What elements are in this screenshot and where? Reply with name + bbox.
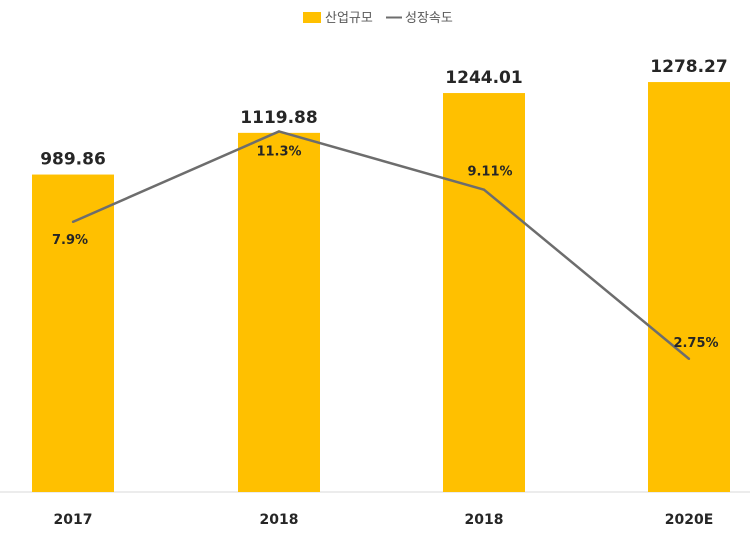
legend-label-bar: 산업규모	[325, 11, 373, 26]
bar-1	[238, 132, 320, 492]
growth-point-3	[687, 357, 691, 361]
growth-rate-label-2: 9.11%	[467, 165, 512, 180]
bar-value-label-1: 1119.88	[240, 108, 317, 128]
x-tick-label-0: 2017	[54, 512, 93, 528]
x-tick-label-3: 2020E	[665, 512, 714, 528]
growth-rate-label-0: 7.9%	[52, 233, 88, 248]
bar-value-label-3: 1278.27	[650, 57, 727, 77]
x-tick-label-2: 2018	[465, 512, 504, 528]
bars	[32, 82, 730, 493]
bar-value-labels: 989.86 1119.88 1244.01 1278.27	[40, 57, 728, 169]
growth-rate-label-1: 11.3%	[256, 144, 301, 159]
bar-0	[32, 174, 114, 493]
growth-rate-labels: 7.9% 11.3% 9.11% 2.75%	[52, 144, 719, 350]
growth-point-1	[277, 130, 281, 133]
growth-point-0	[71, 220, 75, 224]
legend: 산업규모 성장속도	[303, 11, 453, 26]
x-tick-label-1: 2018	[260, 512, 299, 528]
legend-label-line: 성장속도	[405, 11, 453, 26]
legend-swatch-bar	[303, 12, 321, 23]
bar-value-label-0: 989.86	[40, 150, 106, 170]
bar-2	[443, 93, 525, 492]
growth-rate-label-3: 2.75%	[673, 336, 718, 351]
bar-value-label-2: 1244.01	[445, 68, 522, 88]
bar-3	[648, 82, 730, 492]
x-axis-ticks: 2017 2018 2018 2020E	[54, 512, 714, 528]
growth-point-2	[482, 188, 486, 191]
growth-line-layer	[71, 130, 691, 361]
growth-line	[72, 130, 690, 360]
